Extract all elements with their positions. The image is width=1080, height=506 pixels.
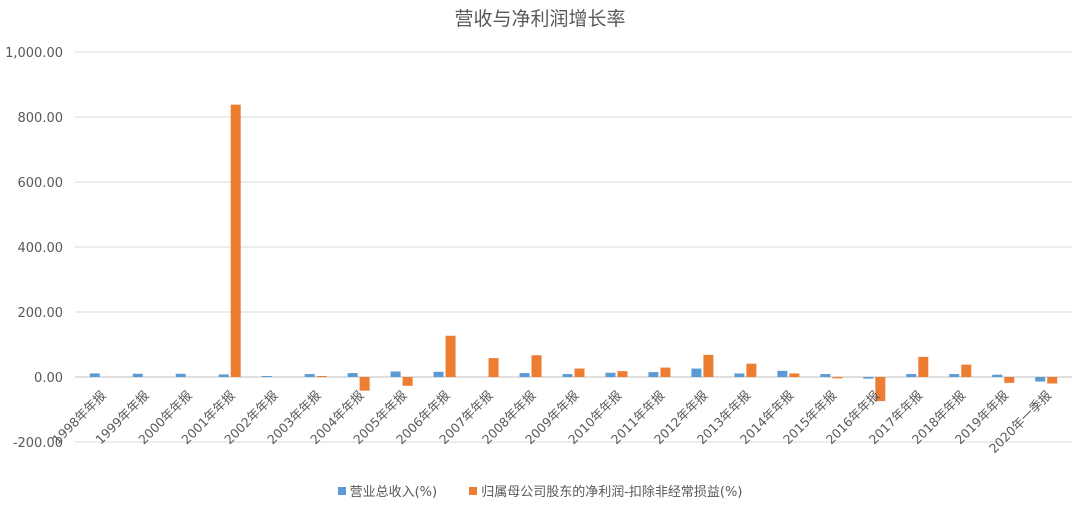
bar-net-profit bbox=[1004, 377, 1015, 383]
bar-revenue bbox=[605, 372, 616, 377]
legend: 营业总收入(%) 归属母公司股东的净利润-扣除非经常损益(%) bbox=[0, 481, 1080, 500]
bar-revenue bbox=[734, 373, 745, 377]
bar-revenue bbox=[519, 373, 530, 377]
legend-swatch-net-profit bbox=[469, 487, 478, 495]
bar-net-profit bbox=[961, 364, 972, 377]
y-tick-label: 0.00 bbox=[34, 371, 63, 386]
bar-net-profit bbox=[574, 368, 585, 377]
bar-revenue bbox=[261, 376, 272, 378]
bar-revenue bbox=[175, 373, 186, 377]
bar-net-profit bbox=[445, 335, 456, 377]
bar-net-profit bbox=[617, 371, 628, 377]
y-tick-label: 800.00 bbox=[18, 111, 64, 126]
gridlines bbox=[75, 51, 1072, 443]
bar-net-profit bbox=[875, 377, 886, 402]
y-tick-label: 600.00 bbox=[18, 176, 64, 191]
bar-net-profit bbox=[488, 358, 499, 377]
y-tick-label: -200.00 bbox=[13, 436, 63, 451]
bar-net-profit bbox=[531, 355, 542, 377]
bar-revenue bbox=[949, 374, 960, 377]
bar-revenue bbox=[304, 374, 315, 377]
bar-net-profit bbox=[230, 104, 241, 378]
legend-item-net-profit: 归属母公司股东的净利润-扣除非经常损益(%) bbox=[469, 481, 742, 500]
bar-revenue bbox=[433, 371, 444, 377]
bar-revenue bbox=[562, 374, 573, 377]
bar-revenue bbox=[863, 377, 874, 379]
chart-title: 营收与净利润增长率 bbox=[454, 8, 626, 30]
bar-net-profit bbox=[1047, 377, 1058, 384]
bar-revenue bbox=[820, 374, 831, 377]
bar-revenue bbox=[777, 370, 788, 377]
bar-net-profit bbox=[402, 377, 413, 386]
bar-revenue bbox=[89, 373, 100, 377]
bar-net-profit bbox=[832, 377, 843, 379]
legend-swatch-revenue bbox=[337, 487, 346, 495]
y-axis: -200.00 0.00 200.00 400.00 600.00 800.00 1,000… bbox=[5, 46, 63, 451]
bar-net-profit bbox=[746, 363, 757, 377]
legend-label-revenue: 营业总收入(%) bbox=[349, 485, 438, 500]
bar-revenue bbox=[1035, 377, 1046, 382]
bar-revenue bbox=[992, 374, 1003, 377]
y-tick-label: 200.00 bbox=[18, 306, 64, 321]
bar-revenue bbox=[390, 371, 401, 377]
bar-revenue bbox=[347, 373, 358, 377]
x-axis: 1998年年报1999年年报2000年年报2001年年报2002年年报2003年… bbox=[49, 387, 1054, 456]
bars bbox=[89, 104, 1058, 402]
bar-revenue bbox=[906, 374, 917, 377]
y-tick-label: 400.00 bbox=[18, 241, 64, 256]
bar-revenue bbox=[648, 372, 659, 377]
bar-revenue bbox=[218, 374, 229, 377]
bar-revenue bbox=[132, 373, 143, 377]
bar-net-profit bbox=[918, 356, 929, 377]
bar-net-profit bbox=[316, 376, 327, 378]
bar-net-profit bbox=[703, 354, 714, 377]
legend-label-net-profit: 归属母公司股东的净利润-扣除非经常损益(%) bbox=[481, 485, 743, 500]
bar-net-profit bbox=[789, 373, 800, 377]
legend-item-revenue: 营业总收入(%) bbox=[337, 481, 438, 500]
bar-net-profit bbox=[660, 367, 671, 377]
bar-net-profit bbox=[359, 377, 370, 391]
bar-revenue bbox=[691, 368, 702, 377]
y-tick-label: 1,000.00 bbox=[5, 46, 63, 61]
